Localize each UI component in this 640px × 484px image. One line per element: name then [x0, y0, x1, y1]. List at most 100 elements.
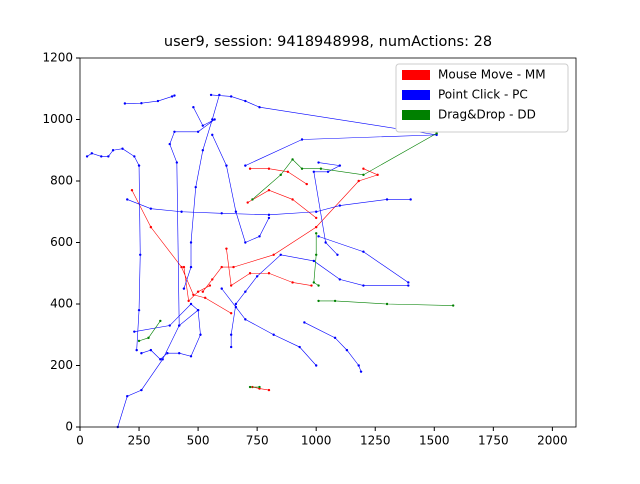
point: [244, 318, 247, 321]
point: [317, 235, 320, 238]
point: [175, 161, 179, 164]
legend-box: [395, 63, 569, 133]
point: [338, 164, 342, 167]
point: [189, 302, 193, 306]
point: [137, 339, 141, 343]
point: [196, 290, 200, 293]
point: [338, 204, 342, 207]
point: [267, 189, 271, 192]
legend-label: Mouse Move - MM: [438, 68, 546, 82]
point: [130, 189, 134, 192]
point: [300, 138, 304, 141]
point: [298, 345, 301, 349]
point: [173, 130, 176, 133]
point: [180, 265, 183, 269]
point: [182, 287, 186, 290]
point: [159, 319, 162, 323]
point: [376, 173, 379, 177]
legend-label: Drag&Drop - DD: [438, 108, 536, 122]
y-tick-label: 1200: [42, 51, 73, 65]
point: [201, 149, 205, 152]
point: [201, 290, 205, 293]
point: [244, 241, 247, 244]
point: [385, 198, 389, 201]
point: [314, 364, 318, 367]
point: [272, 333, 275, 336]
point: [314, 225, 318, 229]
chart-title: user9, session: 9418948998, numActions: …: [164, 34, 492, 50]
point: [234, 210, 238, 213]
point: [359, 370, 363, 373]
x-tick-label: 750: [246, 434, 269, 448]
point: [203, 296, 207, 300]
point: [362, 167, 365, 170]
y-tick-label: 200: [50, 358, 73, 372]
point: [300, 167, 304, 170]
point: [168, 324, 171, 327]
point: [149, 225, 153, 229]
point: [314, 210, 318, 213]
point: [140, 102, 143, 105]
point: [258, 106, 261, 109]
point: [317, 161, 320, 164]
point: [220, 212, 223, 215]
point: [362, 173, 365, 177]
point: [246, 201, 249, 204]
point: [314, 216, 318, 220]
point: [291, 281, 294, 284]
point: [111, 149, 115, 152]
point: [121, 147, 124, 150]
point: [435, 132, 438, 135]
y-tick-label: 800: [50, 174, 73, 188]
x-tick-label: 500: [187, 434, 210, 448]
point: [220, 265, 223, 269]
point: [258, 235, 261, 238]
point: [248, 385, 252, 389]
point: [267, 216, 271, 220]
point: [149, 207, 153, 210]
x-tick-label: 1250: [360, 434, 391, 448]
x-tick-label: 1500: [419, 434, 450, 448]
point: [140, 352, 143, 355]
point: [326, 170, 330, 173]
point: [312, 259, 316, 263]
point: [211, 278, 214, 281]
point: [123, 102, 127, 105]
x-tick-label: 0: [76, 434, 84, 448]
point: [137, 164, 141, 167]
point: [248, 167, 252, 170]
legend-swatch: [402, 90, 430, 100]
point: [182, 265, 186, 269]
plot-frame: [79, 57, 577, 428]
point: [196, 130, 200, 133]
point: [333, 299, 337, 303]
point: [324, 241, 327, 244]
point: [279, 253, 282, 256]
point: [85, 155, 89, 158]
point: [137, 308, 141, 312]
point: [229, 284, 233, 287]
point: [303, 321, 306, 324]
point: [126, 395, 129, 398]
point: [225, 247, 228, 250]
x-tick-label: 2000: [537, 434, 568, 448]
point: [173, 94, 176, 97]
point: [211, 118, 214, 121]
point: [267, 213, 271, 217]
point: [170, 95, 174, 98]
legend-swatch: [402, 110, 430, 120]
point: [409, 198, 412, 201]
y-tick-label: 0: [65, 420, 73, 434]
y-tick-label: 1000: [42, 112, 73, 126]
point: [161, 358, 164, 361]
point: [317, 284, 320, 287]
point: [310, 284, 313, 287]
point: [194, 185, 197, 189]
point: [258, 385, 261, 389]
point: [291, 158, 294, 161]
point: [362, 284, 365, 287]
point: [345, 348, 349, 352]
point: [357, 179, 360, 183]
point: [213, 118, 216, 121]
